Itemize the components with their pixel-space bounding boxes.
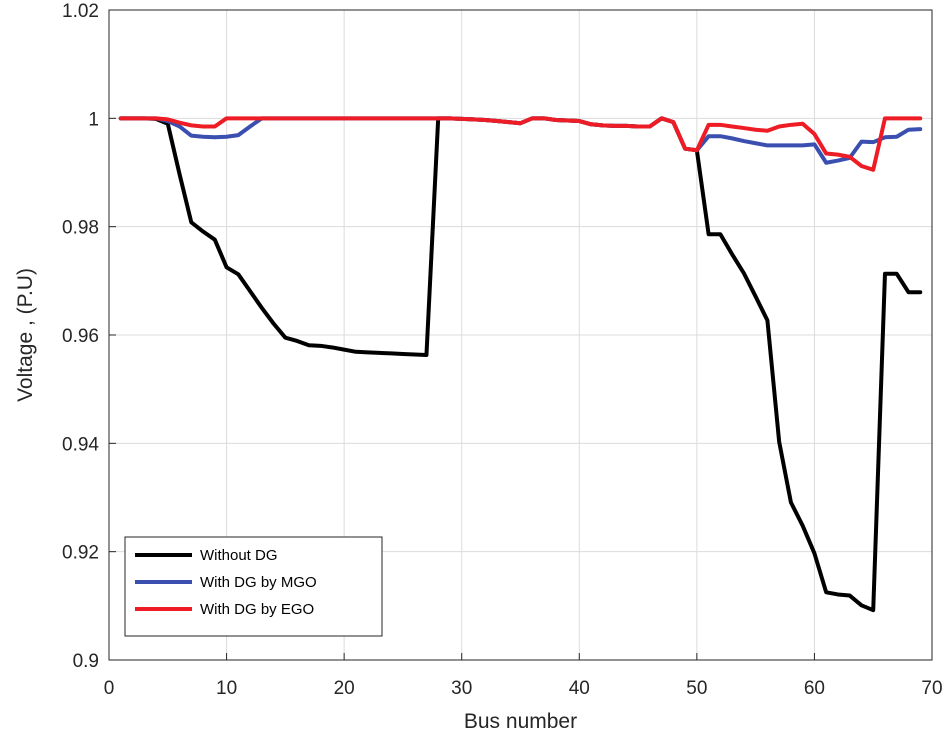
y-tick-label: 1: [88, 109, 99, 130]
x-tick-label: 0: [104, 678, 115, 699]
x-tick-label: 70: [921, 678, 942, 699]
x-tick-label: 10: [216, 678, 237, 699]
x-tick-label: 30: [451, 678, 472, 699]
series-line-with-dg-by-ego: [118, 116, 923, 172]
x-tick-label: 60: [804, 678, 825, 699]
y-tick-label: 0.96: [62, 326, 99, 347]
series-layer: [118, 116, 923, 613]
x-tick-label: 40: [569, 678, 590, 699]
x-tick-label: 20: [334, 678, 355, 699]
ticks: 0 10 20 30 40 50 60 70 0.9 0.92 0.94 0.96 0.98 1 1.02: [62, 1, 943, 699]
y-tick-label: 0.98: [62, 218, 99, 239]
legend-label: With DG by MGO: [200, 574, 317, 591]
legend-label: Without DG: [200, 547, 278, 564]
y-axis-title: Voltage , (P.U): [14, 268, 37, 402]
y-tick-label: 1.02: [62, 1, 99, 22]
legend: Without DG With DG by MGO With DG by EGO: [124, 536, 383, 637]
x-tick-label: 50: [686, 678, 707, 699]
y-tick-label: 0.92: [62, 543, 99, 564]
y-tick-label: 0.94: [62, 434, 99, 455]
x-axis-title: Bus number: [464, 710, 577, 733]
legend-label: With DG by EGO: [200, 601, 314, 618]
y-tick-label: 0.9: [73, 651, 99, 672]
